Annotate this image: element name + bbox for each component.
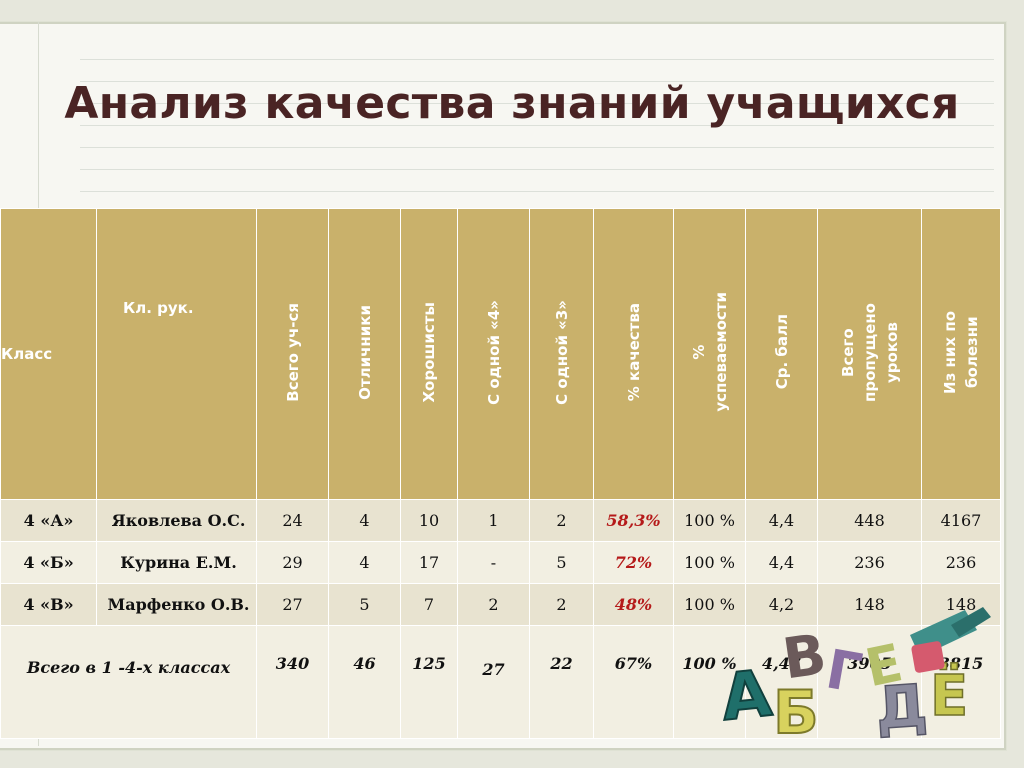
cell-illness: 236 — [921, 541, 1001, 584]
header-missed-lessons: Всего пропущено уроков — [817, 208, 922, 500]
cell-excellent: 4 — [328, 499, 401, 542]
cell-total: 29 — [256, 541, 329, 584]
letter-b-icon: Б — [772, 677, 820, 749]
total-average: 4,47 — [745, 625, 818, 739]
cell-one-three: 2 — [529, 499, 594, 542]
red-block-icon — [911, 641, 945, 673]
header-class: Класс — [0, 208, 97, 500]
cell-one-four: 2 — [457, 583, 530, 626]
cell-quality: 72% — [593, 541, 674, 584]
total-missed: 3905 — [817, 625, 922, 739]
cell-class: 4 «В» — [0, 583, 97, 626]
total-illness: 3815 — [921, 625, 1001, 739]
cell-one-three: 5 — [529, 541, 594, 584]
header-quality-percent: % качества — [593, 208, 674, 500]
header-average-score: Ср. балл — [745, 208, 818, 500]
cell-total: 24 — [256, 499, 329, 542]
total-one-four: 27 — [457, 625, 530, 739]
svg-text:Г: Г — [821, 637, 866, 705]
cell-quality: 58,3% — [593, 499, 674, 542]
page-title: Анализ качества знаний учащихся — [64, 78, 960, 129]
svg-text:В: В — [779, 622, 830, 692]
cell-one-three: 2 — [529, 583, 594, 626]
header-one-three: С одной «3» — [529, 208, 594, 500]
cell-excellent: 5 — [328, 583, 401, 626]
cell-teacher: Марфенко О.В. — [96, 583, 257, 626]
cell-teacher: Яковлева О.С. — [96, 499, 257, 542]
cell-average: 4,4 — [745, 541, 818, 584]
cell-good: 10 — [400, 499, 458, 542]
total-excellent: 46 — [328, 625, 401, 739]
letter-a-icon: А — [717, 656, 776, 737]
total-quality: 67% — [593, 625, 674, 739]
cell-success: 100 % — [673, 499, 746, 542]
cell-teacher: Курина Е.М. — [96, 541, 257, 584]
cell-class: 4 «Б» — [0, 541, 97, 584]
letter-v-icon: В — [779, 622, 830, 692]
header-total-students: Всего уч-ся — [256, 208, 329, 500]
svg-text:Ё: Ё — [930, 664, 968, 729]
table-header-row: Класс Кл. рук. Всего уч-ся Отличники Хор… — [0, 208, 1001, 500]
svg-text:Б: Б — [773, 678, 819, 748]
total-label: Всего в 1 -4-х классах — [0, 625, 257, 739]
cell-missed: 448 — [817, 499, 922, 542]
total-success: 100 % — [673, 625, 746, 739]
cell-one-four: 1 — [457, 499, 530, 542]
alphabet-letters-illustration: В Г Е А Б Д Ё — [717, 607, 991, 749]
header-one-four: С одной «4» — [457, 208, 530, 500]
table-row: 4 «А» Яковлева О.С. 24 4 10 1 2 58,3% 10… — [0, 499, 1001, 542]
cell-class: 4 «А» — [0, 499, 97, 542]
header-good: Хорошисты — [400, 208, 458, 500]
cell-illness: 4167 — [921, 499, 1001, 542]
svg-text:А: А — [718, 657, 775, 736]
header-excellent: Отличники — [328, 208, 401, 500]
cell-excellent: 4 — [328, 541, 401, 584]
knowledge-quality-table: Класс Кл. рук. Всего уч-ся Отличники Хор… — [0, 208, 1001, 739]
header-missed-illness: Из них по болезни — [921, 208, 1001, 500]
cell-success: 100 % — [673, 583, 746, 626]
cell-quality: 48% — [593, 583, 674, 626]
cell-total: 27 — [256, 583, 329, 626]
table-total-row: Всего в 1 -4-х классах 340 46 125 27 22 … — [0, 625, 1001, 739]
cell-success: 100 % — [673, 541, 746, 584]
table-row: 4 «Б» Курина Е.М. 29 4 17 - 5 72% 100 % … — [0, 541, 1001, 584]
total-students: 340 — [256, 625, 329, 739]
header-teacher: Кл. рук. — [96, 208, 257, 500]
cell-average: 4,4 — [745, 499, 818, 542]
letter-d-icon: Д — [872, 670, 930, 743]
header-success-percent: % успеваемости — [673, 208, 746, 500]
cell-good: 17 — [400, 541, 458, 584]
total-good: 125 — [400, 625, 458, 739]
letter-g-icon: Г — [821, 637, 866, 705]
svg-text:Д: Д — [873, 671, 929, 742]
cell-average: 4,2 — [745, 583, 818, 626]
letter-yo-icon: Ё — [929, 663, 969, 730]
cell-missed: 236 — [817, 541, 922, 584]
total-one-three: 22 — [529, 625, 594, 739]
cell-one-four: - — [457, 541, 530, 584]
cell-good: 7 — [400, 583, 458, 626]
